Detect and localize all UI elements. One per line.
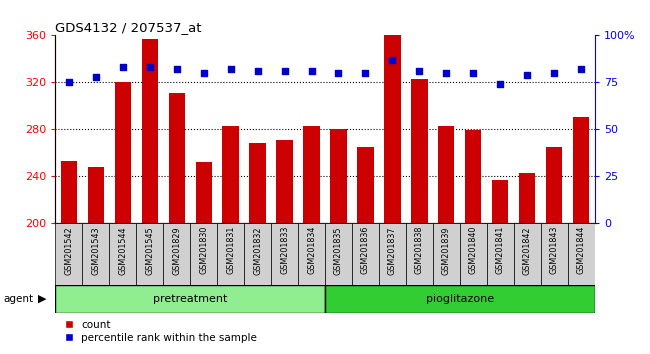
Bar [142,39,158,223]
Point [360,70,370,76]
Text: pretreatment: pretreatment [153,294,228,304]
Bar [276,140,292,223]
FancyBboxPatch shape [514,223,541,285]
Text: GSM201830: GSM201830 [199,226,208,274]
Point [576,66,586,72]
Bar [358,147,374,223]
FancyBboxPatch shape [325,285,595,313]
FancyBboxPatch shape [325,223,352,285]
Text: GSM201841: GSM201841 [496,226,505,274]
Text: GSM201834: GSM201834 [307,226,316,274]
Text: GDS4132 / 207537_at: GDS4132 / 207537_at [55,21,201,34]
FancyBboxPatch shape [379,223,406,285]
Bar [88,167,104,223]
Text: GSM201837: GSM201837 [388,226,397,275]
Text: ▶: ▶ [38,294,46,304]
Point [387,57,398,63]
Bar [573,118,590,223]
Text: GSM201839: GSM201839 [442,226,451,275]
Point [495,81,506,87]
Point [441,70,452,76]
FancyBboxPatch shape [217,223,244,285]
Bar [60,161,77,223]
Point [64,79,74,85]
Bar [438,126,454,223]
Bar [304,126,320,223]
FancyBboxPatch shape [271,223,298,285]
Bar [330,129,346,223]
Text: GSM201838: GSM201838 [415,226,424,274]
Point [90,74,101,80]
Text: GSM201542: GSM201542 [64,226,73,275]
Point [333,70,344,76]
Point [522,72,532,78]
FancyBboxPatch shape [190,223,217,285]
Bar [492,179,508,223]
FancyBboxPatch shape [298,223,325,285]
Text: GSM201544: GSM201544 [118,226,127,275]
FancyBboxPatch shape [568,223,595,285]
Bar [114,82,131,223]
Point [172,66,182,72]
FancyBboxPatch shape [406,223,433,285]
Text: pioglitazone: pioglitazone [426,294,494,304]
Text: GSM201545: GSM201545 [145,226,154,275]
Bar [196,162,212,223]
Point [198,70,209,76]
Bar [168,93,185,223]
Bar [250,143,266,223]
Text: GSM201832: GSM201832 [253,226,262,275]
Text: agent: agent [3,294,33,304]
Text: GSM201833: GSM201833 [280,226,289,274]
Text: GSM201835: GSM201835 [334,226,343,275]
Point [468,70,478,76]
FancyBboxPatch shape [460,223,487,285]
FancyBboxPatch shape [136,223,163,285]
Point [306,68,317,74]
Bar [222,126,239,223]
Point [414,68,424,74]
FancyBboxPatch shape [55,223,82,285]
Point [226,66,236,72]
FancyBboxPatch shape [55,285,325,313]
Point [252,68,263,74]
FancyBboxPatch shape [244,223,271,285]
Point [144,64,155,70]
FancyBboxPatch shape [541,223,568,285]
Point [280,68,290,74]
Bar [384,35,400,223]
Text: GSM201840: GSM201840 [469,226,478,274]
Bar [465,130,482,223]
Point [118,64,128,70]
Legend: count, percentile rank within the sample: count, percentile rank within the sample [60,315,261,347]
FancyBboxPatch shape [109,223,136,285]
FancyBboxPatch shape [352,223,379,285]
Bar [546,147,562,223]
Text: GSM201831: GSM201831 [226,226,235,274]
FancyBboxPatch shape [487,223,514,285]
FancyBboxPatch shape [163,223,190,285]
Text: GSM201829: GSM201829 [172,226,181,275]
Text: GSM201842: GSM201842 [523,226,532,275]
Bar [411,79,428,223]
FancyBboxPatch shape [433,223,460,285]
Point [549,70,560,76]
FancyBboxPatch shape [82,223,109,285]
Text: GSM201844: GSM201844 [577,226,586,274]
Text: GSM201543: GSM201543 [91,226,100,275]
Text: GSM201836: GSM201836 [361,226,370,274]
Bar [519,173,536,223]
Text: GSM201843: GSM201843 [550,226,559,274]
